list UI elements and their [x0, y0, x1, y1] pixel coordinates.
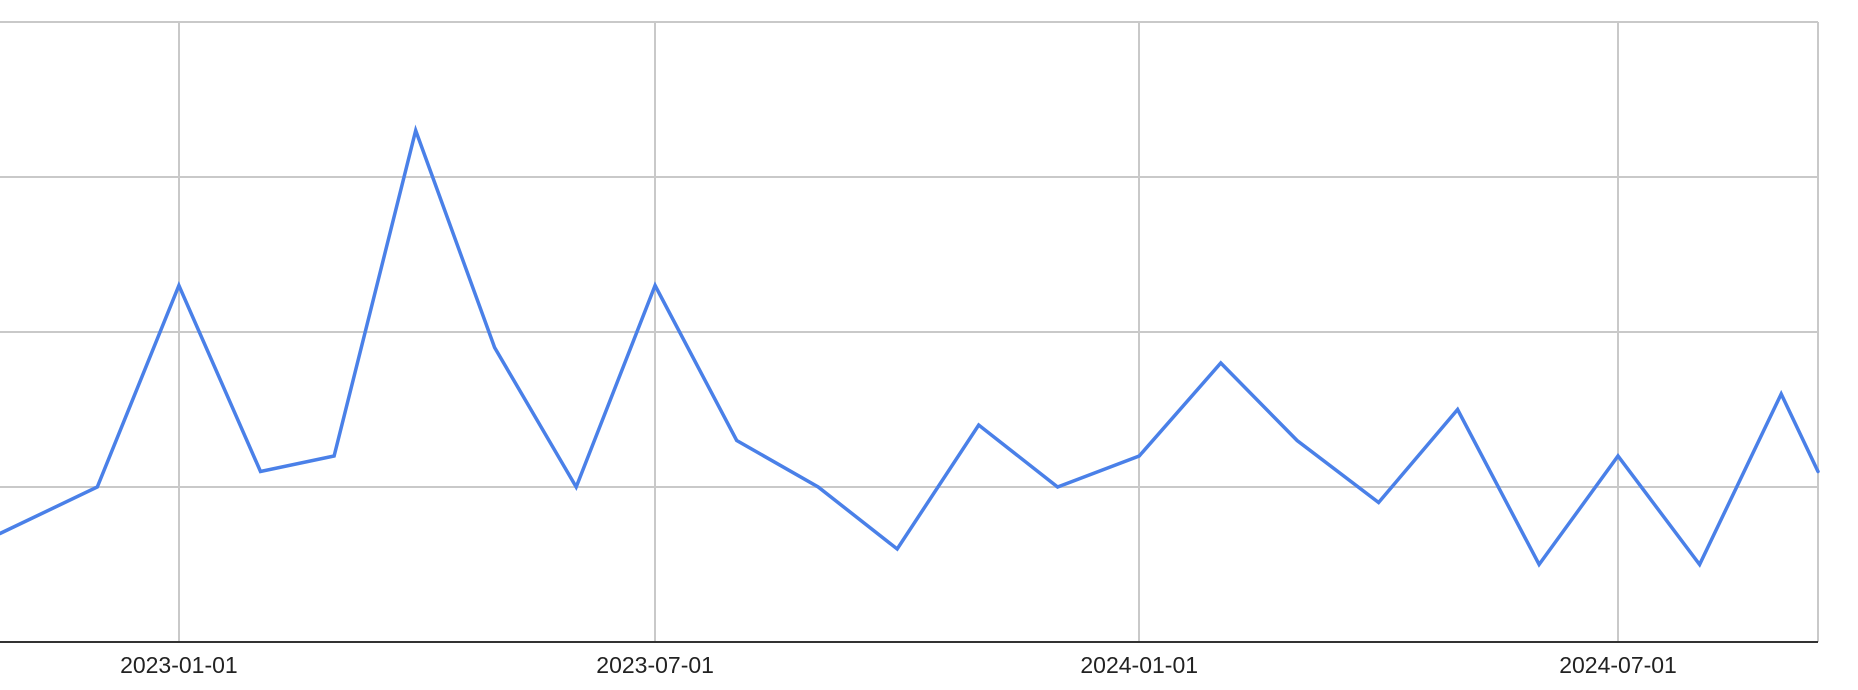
x-tick-label: 2024-01-01	[1080, 652, 1198, 678]
x-tick-label: 2024-07-01	[1559, 652, 1677, 678]
series-line-0	[0, 124, 1820, 568]
horizontal-gridlines	[0, 21, 1818, 488]
series-layer	[0, 124, 1820, 568]
vertical-gridlines	[177, 22, 1819, 642]
x-axis-tick-labels: 2023-01-01 2023-07-01 2024-01-01 2024-07-01	[120, 652, 1677, 678]
x-tick-label: 2023-07-01	[596, 652, 714, 678]
x-tick-label: 2023-01-01	[120, 652, 238, 678]
